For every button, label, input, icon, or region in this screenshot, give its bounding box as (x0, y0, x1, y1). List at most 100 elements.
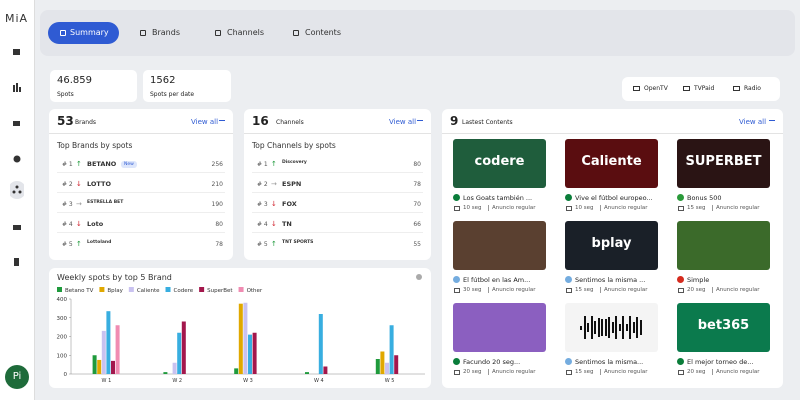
trend: ↑ (76, 160, 82, 168)
bar (394, 355, 399, 374)
media-button[interactable]: Radio (744, 85, 761, 92)
meta-icon (566, 370, 572, 375)
legend-label: Caliente (137, 288, 160, 294)
bar (375, 359, 380, 374)
bar (305, 372, 309, 374)
avatar[interactable]: Pi (5, 365, 29, 389)
thumbnail-text: codere (474, 154, 525, 169)
meta-icon (566, 206, 572, 211)
tab[interactable]: Channels (227, 28, 265, 37)
count: 9 (450, 114, 459, 128)
view-all[interactable]: View all (389, 118, 417, 126)
bar (111, 360, 115, 374)
stat-card: 46.859 Spots (50, 70, 137, 102)
count-label: Brands (75, 119, 96, 126)
content-title: Bonus 500 (687, 194, 722, 202)
bar (92, 355, 97, 374)
thumbnail[interactable] (453, 221, 546, 270)
flag (453, 276, 460, 283)
thumbnail[interactable]: bet365 (677, 303, 770, 352)
row-value: 78 (215, 241, 223, 248)
row-divider (252, 212, 423, 213)
media-button[interactable]: TVPaid (694, 85, 715, 92)
logo: ESTRELLA BET (87, 200, 124, 205)
rank: # 5 (257, 241, 268, 248)
wave-bar (622, 315, 624, 340)
legend-swatch (128, 287, 134, 292)
wave-bar (608, 316, 610, 339)
legend-swatch (57, 287, 62, 292)
bar (318, 314, 323, 374)
tab[interactable]: Summary (48, 22, 119, 44)
legend-label: Betano TV (65, 288, 94, 294)
flag (565, 358, 572, 365)
tab[interactable]: Brands (152, 28, 180, 37)
divider (442, 133, 783, 134)
rank: # 2 (257, 181, 268, 188)
stat-value: 46.859 (57, 75, 92, 86)
rank: # 3 (257, 201, 268, 208)
thumbnail[interactable]: codere (453, 139, 546, 188)
thumbnail[interactable]: Caliente (565, 139, 658, 188)
tab[interactable]: Contents (305, 28, 341, 37)
row-value: 80 (413, 161, 421, 168)
flag (565, 276, 572, 283)
kind: Anuncio regular (600, 369, 648, 375)
logo: TNT SPORTS (282, 240, 314, 245)
view-all[interactable]: View all (739, 118, 767, 126)
sidebar: MiA Pi (0, 0, 35, 400)
wave-bar (580, 325, 582, 330)
meta-icon (566, 288, 572, 293)
content-title: El fútbol en las Am... (463, 276, 531, 284)
kind: Anuncio regular (712, 205, 760, 211)
trend: ↓ (271, 220, 277, 228)
thumbnail[interactable]: SUPERBET (677, 139, 770, 188)
wave-bar (597, 317, 600, 338)
stat-label: Spots per date (150, 91, 195, 98)
divider (244, 133, 431, 134)
bar (252, 332, 257, 374)
kind: Anuncio regular (488, 287, 536, 293)
bar (389, 325, 394, 374)
thumbnail[interactable] (453, 303, 546, 352)
legend-swatch (199, 287, 205, 292)
legend-label: SuperBet (207, 288, 233, 294)
duration: 20 seg (687, 287, 706, 293)
rank: # 4 (62, 221, 73, 228)
duration: 20 seg (463, 369, 482, 375)
tab-icon (293, 30, 299, 36)
y-tick-label: 0 (64, 372, 68, 378)
rank: # 4 (257, 221, 268, 228)
media-button[interactable]: OpenTV (644, 85, 668, 92)
thumbnail[interactable] (677, 221, 770, 270)
contents-card: 9 Lastest Contents View all codere Los Goats… (442, 109, 783, 388)
legend-swatch (165, 287, 171, 292)
flag (677, 194, 684, 201)
nav-icons[interactable] (10, 44, 24, 274)
bar (106, 311, 111, 374)
arrow (769, 120, 775, 121)
bar (101, 330, 106, 374)
thumbnail-text: bet365 (697, 318, 750, 333)
kind: Anuncio regular (600, 287, 648, 293)
thumbnail[interactable]: bplay (565, 221, 658, 270)
logo: MiA (5, 12, 29, 25)
media-icon (683, 86, 690, 91)
row-divider (252, 232, 423, 233)
meta-icon (454, 288, 460, 293)
bar (115, 325, 120, 374)
y-tick-label: 100 (57, 353, 68, 359)
thumbnail[interactable] (565, 303, 658, 352)
flag (677, 276, 684, 283)
stat-value: 1562 (150, 75, 176, 86)
meta-icon (454, 206, 460, 211)
legend-label: Bplay (107, 288, 123, 294)
channels-card: 16 Channels View all Top Channels by spots #… (244, 109, 431, 260)
rank: # 3 (62, 201, 73, 208)
wave-bar (625, 324, 628, 331)
row-value: 55 (413, 241, 421, 248)
view-all[interactable]: View all (191, 118, 219, 126)
bar (243, 302, 248, 374)
flag (677, 358, 684, 365)
wave-bar (632, 321, 635, 334)
